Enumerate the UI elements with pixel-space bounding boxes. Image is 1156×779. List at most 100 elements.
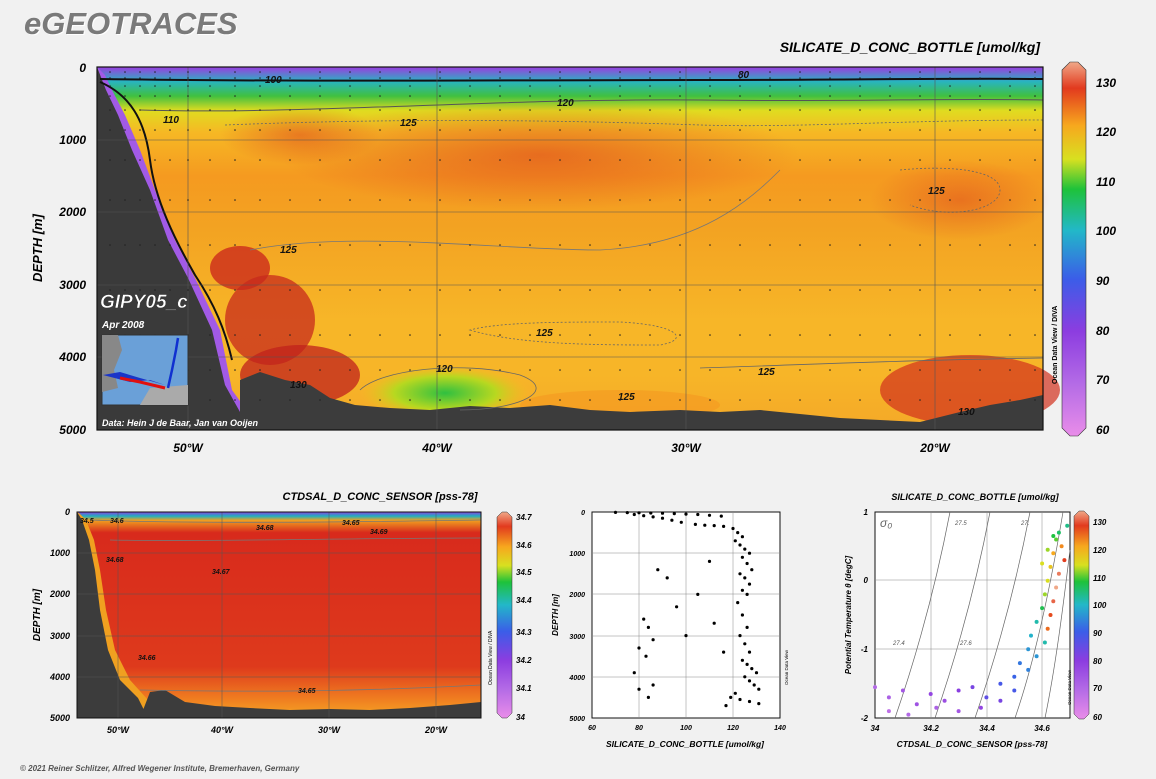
sample-dot <box>649 289 651 291</box>
sample-dot <box>799 399 801 401</box>
sample-dot <box>889 199 891 201</box>
sample-dot <box>769 159 771 161</box>
sample-dot <box>649 334 651 336</box>
sample-dot <box>769 85 771 87</box>
sample-dot <box>619 399 621 401</box>
sample-dot <box>234 244 236 246</box>
profile-point <box>747 551 752 555</box>
sample-dot <box>739 95 741 97</box>
profile-point <box>752 683 756 687</box>
ts-y-tick: 1 <box>864 508 869 517</box>
sample-dot <box>619 77 621 79</box>
sample-dot <box>1034 129 1036 131</box>
sample-dot <box>109 109 111 111</box>
sample-dot <box>469 71 471 73</box>
ts-point <box>1045 626 1050 631</box>
sample-dot <box>769 199 771 201</box>
ts-point <box>970 685 975 690</box>
sample-dot <box>1034 334 1036 336</box>
sample-dot <box>319 369 321 371</box>
salinity-x-tick: 50°W <box>107 725 131 735</box>
sample-dot <box>439 244 441 246</box>
sample-dot <box>829 399 831 401</box>
profile-point <box>637 511 641 515</box>
sample-dot <box>169 289 171 291</box>
sample-dot <box>1034 289 1036 291</box>
salinity-y-tick: 3000 <box>50 631 70 641</box>
sample-dot <box>739 71 741 73</box>
sample-dot <box>289 71 291 73</box>
sample-dot <box>829 71 831 73</box>
sample-dot <box>739 77 741 79</box>
sample-dot <box>829 369 831 371</box>
sample-dot <box>889 95 891 97</box>
sample-dot <box>559 71 561 73</box>
sample-dot <box>679 399 681 401</box>
ts-point <box>984 695 989 700</box>
ts-point <box>1062 558 1067 563</box>
sample-dot <box>1034 159 1036 161</box>
sample-dot <box>469 159 471 161</box>
sample-dot <box>559 244 561 246</box>
sample-dot <box>709 95 711 97</box>
sample-dot <box>169 77 171 79</box>
sample-dot <box>619 129 621 131</box>
sample-dot <box>1009 77 1011 79</box>
sample-dot <box>124 85 126 87</box>
profile-point <box>693 522 697 526</box>
profile-x-tick: 140 <box>774 725 786 732</box>
sample-dot <box>439 369 441 371</box>
sample-dot <box>379 95 381 97</box>
sample-dot <box>829 95 831 97</box>
sample-dot <box>499 399 501 401</box>
profile-x-tick: 60 <box>588 725 596 732</box>
ts-point <box>1042 640 1047 645</box>
sample-dot <box>919 109 921 111</box>
ts-colorbar-tick: 100 <box>1093 601 1107 610</box>
salinity-y-tick: 2000 <box>49 589 70 599</box>
sample-dot <box>919 399 921 401</box>
sample-dot <box>499 109 501 111</box>
profile-point <box>757 687 761 691</box>
profile-point <box>738 634 742 638</box>
sample-dot <box>529 399 531 401</box>
sample-dot <box>289 129 291 131</box>
contour-label: 34.66 <box>138 655 156 662</box>
sample-dot <box>209 159 211 161</box>
salinity-colorbar-tick: 34.4 <box>516 596 532 605</box>
main-x-tick: 20°W <box>919 441 951 455</box>
sample-dot <box>979 244 981 246</box>
sample-dot <box>679 369 681 371</box>
main-colorbar <box>1061 61 1087 437</box>
sample-dot <box>187 71 189 73</box>
sample-dot <box>919 85 921 87</box>
sigma-label: σ₀ <box>880 516 892 530</box>
brand-title: eGEOTRACES <box>24 6 238 41</box>
sample-dot <box>919 95 921 97</box>
sample-dot <box>169 199 171 201</box>
sample-dot <box>709 369 711 371</box>
ts-point <box>934 705 939 710</box>
sample-dot <box>799 369 801 371</box>
salinity-x-tick: 30°W <box>318 725 342 735</box>
sample-dot <box>319 289 321 291</box>
profile-point <box>722 650 726 654</box>
profile-point <box>696 512 700 517</box>
salinity-watermark: Ocean Data View / DIVA <box>488 630 494 685</box>
sample-dot <box>289 289 291 291</box>
sample-dot <box>649 77 651 79</box>
sample-dot <box>649 71 651 73</box>
sample-dot <box>439 109 441 111</box>
ts-point <box>1065 523 1070 528</box>
sample-dot <box>209 85 211 87</box>
profile-y-tick: 5000 <box>569 716 585 723</box>
sample-dot <box>799 159 801 161</box>
sample-dot <box>589 399 591 401</box>
sample-dot <box>319 95 321 97</box>
sample-dot <box>259 199 261 201</box>
sample-dot <box>799 244 801 246</box>
sample-dot <box>259 85 261 87</box>
sample-dot <box>979 109 981 111</box>
sample-dot <box>859 399 861 401</box>
sample-dot <box>154 77 156 79</box>
